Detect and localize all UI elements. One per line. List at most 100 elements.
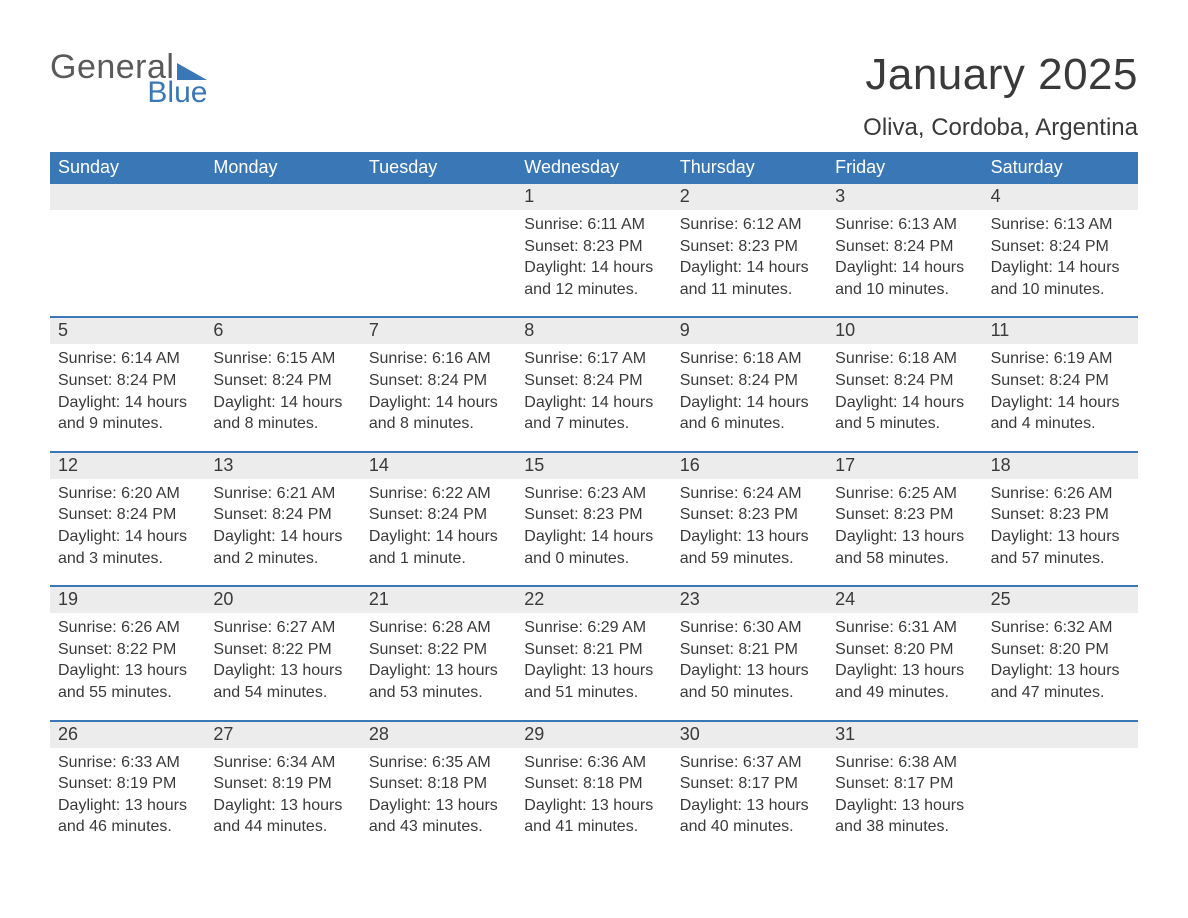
sunrise-text: Sunrise: 6:29 AM <box>524 617 663 639</box>
day-cell: Sunrise: 6:11 AMSunset: 8:23 PMDaylight:… <box>516 210 671 300</box>
day-number: 22 <box>516 587 671 613</box>
sunset-text: Sunset: 8:20 PM <box>991 639 1130 661</box>
day-number: 30 <box>672 722 827 748</box>
day-number: 16 <box>672 453 827 479</box>
day-cell: Sunrise: 6:32 AMSunset: 8:20 PMDaylight:… <box>983 613 1138 703</box>
day-number: 15 <box>516 453 671 479</box>
day-cell: Sunrise: 6:13 AMSunset: 8:24 PMDaylight:… <box>827 210 982 300</box>
daylight-text: Daylight: 14 hours and 0 minutes. <box>524 526 663 569</box>
weekday-header: Saturday <box>983 152 1138 184</box>
day-number <box>983 722 1138 748</box>
sunset-text: Sunset: 8:24 PM <box>835 236 974 258</box>
location-subtitle: Oliva, Cordoba, Argentina <box>863 114 1138 142</box>
day-cell: Sunrise: 6:23 AMSunset: 8:23 PMDaylight:… <box>516 479 671 569</box>
sunrise-text: Sunrise: 6:35 AM <box>369 752 508 774</box>
sunset-text: Sunset: 8:21 PM <box>524 639 663 661</box>
day-number: 3 <box>827 184 982 210</box>
sunrise-text: Sunrise: 6:14 AM <box>58 348 197 370</box>
sunrise-text: Sunrise: 6:26 AM <box>58 617 197 639</box>
day-cell: Sunrise: 6:20 AMSunset: 8:24 PMDaylight:… <box>50 479 205 569</box>
daylight-text: Daylight: 13 hours and 41 minutes. <box>524 795 663 838</box>
day-cell: Sunrise: 6:19 AMSunset: 8:24 PMDaylight:… <box>983 344 1138 434</box>
sunrise-text: Sunrise: 6:18 AM <box>680 348 819 370</box>
sunset-text: Sunset: 8:24 PM <box>835 370 974 392</box>
sunrise-text: Sunrise: 6:33 AM <box>58 752 197 774</box>
day-cell: Sunrise: 6:26 AMSunset: 8:22 PMDaylight:… <box>50 613 205 703</box>
weekday-header: Friday <box>827 152 982 184</box>
week-body-row: Sunrise: 6:11 AMSunset: 8:23 PMDaylight:… <box>50 210 1138 300</box>
day-cell: Sunrise: 6:35 AMSunset: 8:18 PMDaylight:… <box>361 748 516 838</box>
day-number: 28 <box>361 722 516 748</box>
sunrise-text: Sunrise: 6:23 AM <box>524 483 663 505</box>
sunrise-text: Sunrise: 6:12 AM <box>680 214 819 236</box>
weekday-header: Sunday <box>50 152 205 184</box>
daylight-text: Daylight: 14 hours and 8 minutes. <box>213 392 352 435</box>
day-number: 5 <box>50 318 205 344</box>
day-number: 18 <box>983 453 1138 479</box>
day-cell: Sunrise: 6:38 AMSunset: 8:17 PMDaylight:… <box>827 748 982 838</box>
day-number: 1 <box>516 184 671 210</box>
daylight-text: Daylight: 14 hours and 10 minutes. <box>991 257 1130 300</box>
weekday-header: Tuesday <box>361 152 516 184</box>
week-daynum-row: 1234 <box>50 184 1138 210</box>
daylight-text: Daylight: 13 hours and 54 minutes. <box>213 660 352 703</box>
sunrise-text: Sunrise: 6:16 AM <box>369 348 508 370</box>
day-number: 21 <box>361 587 516 613</box>
day-cell: Sunrise: 6:21 AMSunset: 8:24 PMDaylight:… <box>205 479 360 569</box>
sunset-text: Sunset: 8:24 PM <box>213 504 352 526</box>
day-cell <box>983 748 1138 838</box>
day-cell: Sunrise: 6:13 AMSunset: 8:24 PMDaylight:… <box>983 210 1138 300</box>
daylight-text: Daylight: 13 hours and 49 minutes. <box>835 660 974 703</box>
day-number: 4 <box>983 184 1138 210</box>
day-cell: Sunrise: 6:31 AMSunset: 8:20 PMDaylight:… <box>827 613 982 703</box>
sunset-text: Sunset: 8:19 PM <box>58 773 197 795</box>
sunset-text: Sunset: 8:18 PM <box>369 773 508 795</box>
day-number: 9 <box>672 318 827 344</box>
day-number: 19 <box>50 587 205 613</box>
daylight-text: Daylight: 14 hours and 4 minutes. <box>991 392 1130 435</box>
logo: General Blue <box>50 50 207 108</box>
sunrise-text: Sunrise: 6:26 AM <box>991 483 1130 505</box>
daylight-text: Daylight: 14 hours and 12 minutes. <box>524 257 663 300</box>
sunrise-text: Sunrise: 6:24 AM <box>680 483 819 505</box>
day-number: 8 <box>516 318 671 344</box>
day-cell <box>205 210 360 300</box>
day-cell: Sunrise: 6:18 AMSunset: 8:24 PMDaylight:… <box>672 344 827 434</box>
day-cell: Sunrise: 6:12 AMSunset: 8:23 PMDaylight:… <box>672 210 827 300</box>
day-number: 20 <box>205 587 360 613</box>
weekday-header: Monday <box>205 152 360 184</box>
week-body-row: Sunrise: 6:14 AMSunset: 8:24 PMDaylight:… <box>50 344 1138 434</box>
daylight-text: Daylight: 14 hours and 1 minute. <box>369 526 508 569</box>
sunrise-text: Sunrise: 6:19 AM <box>991 348 1130 370</box>
sunrise-text: Sunrise: 6:22 AM <box>369 483 508 505</box>
sunrise-text: Sunrise: 6:31 AM <box>835 617 974 639</box>
weekday-header: Thursday <box>672 152 827 184</box>
day-number: 24 <box>827 587 982 613</box>
daylight-text: Daylight: 14 hours and 5 minutes. <box>835 392 974 435</box>
day-number: 12 <box>50 453 205 479</box>
week-daynum-row: 19202122232425 <box>50 585 1138 613</box>
calendar: SundayMondayTuesdayWednesdayThursdayFrid… <box>50 152 1138 838</box>
week-daynum-row: 262728293031 <box>50 720 1138 748</box>
daylight-text: Daylight: 13 hours and 55 minutes. <box>58 660 197 703</box>
day-number: 13 <box>205 453 360 479</box>
daylight-text: Daylight: 14 hours and 10 minutes. <box>835 257 974 300</box>
week-body-row: Sunrise: 6:20 AMSunset: 8:24 PMDaylight:… <box>50 479 1138 569</box>
day-cell <box>50 210 205 300</box>
sunrise-text: Sunrise: 6:27 AM <box>213 617 352 639</box>
day-cell: Sunrise: 6:22 AMSunset: 8:24 PMDaylight:… <box>361 479 516 569</box>
daylight-text: Daylight: 14 hours and 6 minutes. <box>680 392 819 435</box>
daylight-text: Daylight: 14 hours and 2 minutes. <box>213 526 352 569</box>
sunset-text: Sunset: 8:24 PM <box>58 504 197 526</box>
sunset-text: Sunset: 8:20 PM <box>835 639 974 661</box>
sunset-text: Sunset: 8:22 PM <box>58 639 197 661</box>
sunset-text: Sunset: 8:18 PM <box>524 773 663 795</box>
sunrise-text: Sunrise: 6:34 AM <box>213 752 352 774</box>
day-cell: Sunrise: 6:28 AMSunset: 8:22 PMDaylight:… <box>361 613 516 703</box>
sunset-text: Sunset: 8:22 PM <box>213 639 352 661</box>
sunset-text: Sunset: 8:24 PM <box>369 370 508 392</box>
sunset-text: Sunset: 8:23 PM <box>524 236 663 258</box>
day-number: 7 <box>361 318 516 344</box>
sunset-text: Sunset: 8:23 PM <box>524 504 663 526</box>
day-number: 17 <box>827 453 982 479</box>
